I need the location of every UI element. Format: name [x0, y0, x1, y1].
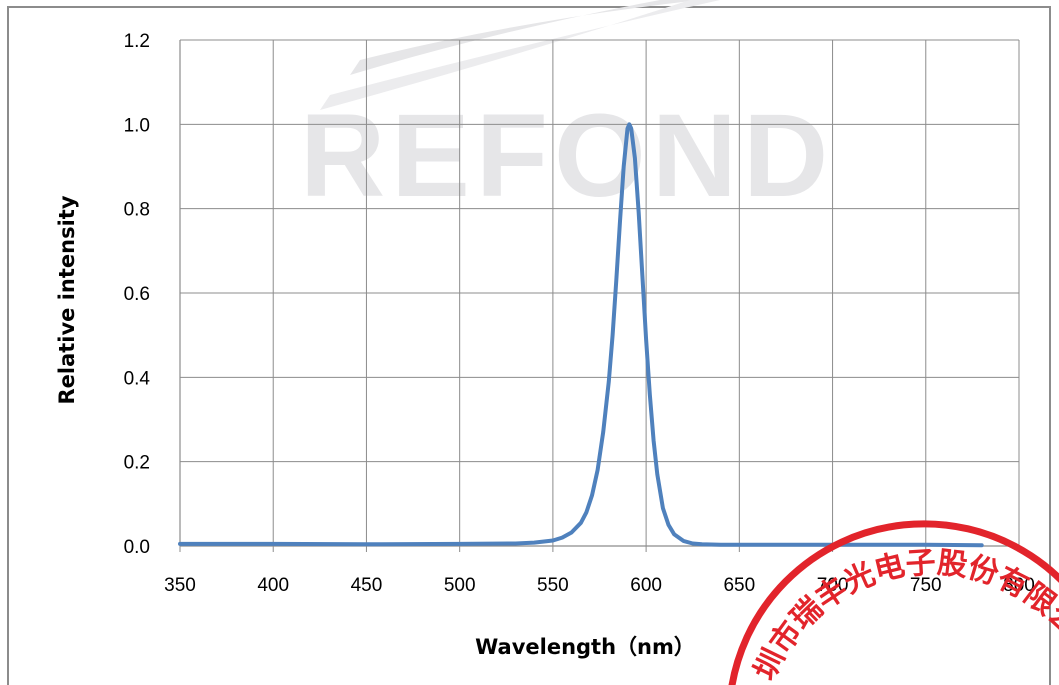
watermark-logo-text: REFOND [300, 90, 834, 222]
y-axis-title: Relative intensity [55, 195, 79, 404]
y-tick-label: 1.0 [124, 115, 150, 136]
y-tick-label: 0.0 [124, 537, 150, 558]
x-tick-labels: 350 400 450 500 550 600 650 700 750 800 [164, 575, 1035, 596]
y-tick-label: 0.4 [124, 368, 151, 389]
seal-text-path: 圳市瑞丰光电子股份有限公 [748, 545, 1059, 685]
seal-text: 圳市瑞丰光电子股份有限公 [748, 545, 1059, 685]
x-axis-title: Wavelength（nm） [475, 635, 695, 659]
y-tick-labels: 0.0 0.2 0.4 0.6 0.8 1.0 1.2 [124, 31, 151, 558]
x-tick-label: 350 [164, 575, 196, 596]
x-tick-label: 800 [1003, 575, 1035, 596]
spectrum-series-line [178, 122, 984, 548]
y-tick-label: 0.8 [124, 200, 150, 221]
x-tick-label: 500 [444, 575, 476, 596]
x-tick-label: 700 [817, 575, 849, 596]
x-tick-label: 400 [257, 575, 289, 596]
y-tick-label: 1.2 [124, 31, 150, 52]
watermark-swoosh-top [350, 0, 700, 75]
chart-frame [7, 6, 1051, 685]
x-tick-label: 650 [723, 575, 755, 596]
chart-gridlines [180, 39, 1020, 546]
refond-watermark-logo: REFOND [300, 0, 834, 222]
x-tick-label: 750 [910, 575, 942, 596]
x-tick-label: 550 [537, 575, 569, 596]
company-seal: 圳市瑞丰光电子股份有限公 [728, 520, 1059, 685]
y-tick-label: 0.6 [124, 284, 150, 305]
y-tick-label: 0.2 [124, 453, 150, 474]
x-tick-label: 450 [351, 575, 383, 596]
seal-ring-outer [728, 520, 1059, 685]
x-tick-label: 600 [630, 575, 662, 596]
